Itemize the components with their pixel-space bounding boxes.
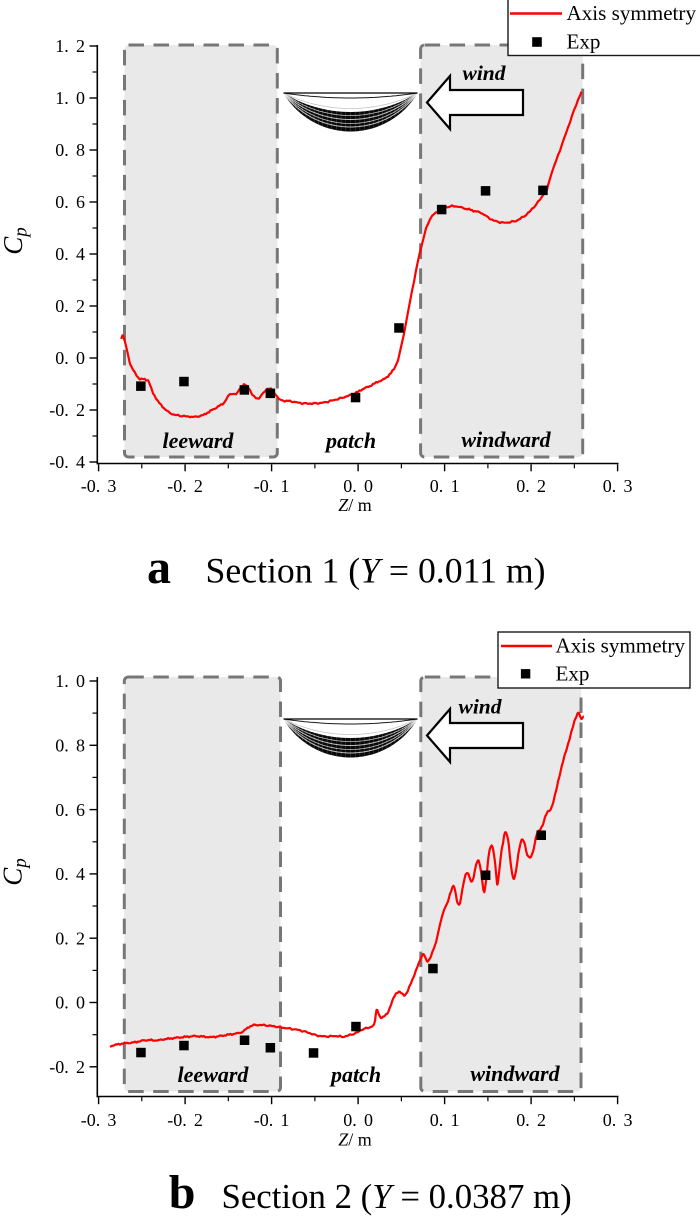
svg-text:Exp: Exp — [567, 30, 601, 54]
svg-text:-0. 4: -0. 4 — [49, 452, 85, 472]
svg-text:Section 2 (Y = 0.0387 m): Section 2 (Y = 0.0387 m) — [222, 1177, 572, 1216]
svg-text:0. 6: 0. 6 — [55, 800, 85, 820]
svg-text:0. 6: 0. 6 — [55, 192, 85, 212]
svg-text:0. 2: 0. 2 — [55, 296, 85, 316]
svg-text:1. 0: 1. 0 — [55, 671, 85, 691]
svg-text:Z/ m: Z/ m — [338, 1130, 372, 1150]
svg-text:0. 0: 0. 0 — [55, 348, 85, 368]
svg-text:0. 8: 0. 8 — [55, 736, 85, 756]
svg-text:-0. 2: -0. 2 — [167, 476, 203, 496]
svg-text:0. 1: 0. 1 — [430, 476, 460, 496]
svg-text:0. 8: 0. 8 — [55, 140, 85, 160]
svg-text:1. 0: 1. 0 — [55, 88, 85, 108]
svg-text:0. 4: 0. 4 — [55, 244, 85, 264]
svg-text:-0. 2: -0. 2 — [167, 1110, 203, 1130]
svg-text:Section 1 (Y = 0.011 m): Section 1 (Y = 0.011 m) — [206, 551, 546, 591]
svg-text:-0. 2: -0. 2 — [49, 1057, 85, 1077]
svg-text:Exp: Exp — [556, 662, 590, 686]
svg-text:wind: wind — [458, 695, 502, 719]
svg-text:0. 2: 0. 2 — [516, 476, 546, 496]
svg-text:0. 1: 0. 1 — [430, 1110, 460, 1130]
svg-text:-0. 2: -0. 2 — [49, 400, 85, 420]
svg-text:-0. 1: -0. 1 — [254, 476, 290, 496]
svg-text:0. 2: 0. 2 — [516, 1110, 546, 1130]
svg-text:Axis symmetry: Axis symmetry — [556, 634, 686, 658]
svg-text:-0. 1: -0. 1 — [254, 1110, 290, 1130]
svg-text:leeward: leeward — [163, 428, 235, 453]
svg-text:0. 3: 0. 3 — [603, 476, 633, 496]
svg-text:0. 0: 0. 0 — [343, 1110, 373, 1130]
svg-text:0. 0: 0. 0 — [343, 476, 373, 496]
svg-text:patch: patch — [329, 1062, 381, 1087]
svg-text:patch: patch — [324, 428, 376, 453]
svg-text:0. 2: 0. 2 — [55, 928, 85, 948]
svg-text:b: b — [169, 1166, 196, 1219]
svg-text:a: a — [147, 541, 171, 594]
svg-text:windward: windward — [461, 427, 551, 452]
svg-text:Z/ m: Z/ m — [338, 495, 372, 515]
svg-text:-0. 3: -0. 3 — [81, 1110, 117, 1130]
svg-text:1. 2: 1. 2 — [55, 36, 85, 56]
svg-text:0. 0: 0. 0 — [55, 993, 85, 1013]
svg-text:windward: windward — [470, 1061, 560, 1086]
svg-text:-0. 3: -0. 3 — [81, 476, 117, 496]
svg-text:0. 3: 0. 3 — [603, 1110, 633, 1130]
svg-text:Axis symmetry: Axis symmetry — [567, 1, 697, 25]
svg-text:0. 4: 0. 4 — [55, 864, 85, 884]
svg-text:leeward: leeward — [178, 1062, 250, 1087]
svg-text:wind: wind — [462, 61, 506, 85]
